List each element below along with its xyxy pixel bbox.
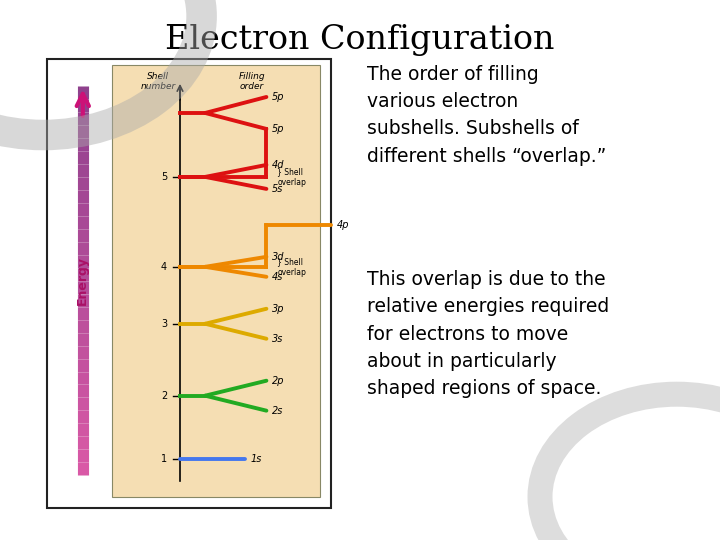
Text: 4: 4 [161, 262, 167, 272]
Text: The order of filling
various electron
subshells. Subshells of
different shells “: The order of filling various electron su… [367, 65, 606, 166]
Text: 4p: 4p [337, 220, 349, 230]
Text: 3d: 3d [272, 252, 284, 262]
Text: 5p: 5p [272, 92, 284, 102]
FancyBboxPatch shape [47, 59, 331, 508]
Text: 3p: 3p [272, 304, 284, 314]
Text: } Shell
overlap: } Shell overlap [277, 256, 306, 277]
Text: 4d: 4d [272, 160, 284, 170]
Text: 1s: 1s [251, 454, 262, 464]
Text: 1: 1 [161, 454, 167, 464]
Text: Electron Configuration: Electron Configuration [166, 24, 554, 56]
Text: 5s: 5s [272, 184, 284, 194]
Text: 2s: 2s [272, 406, 284, 416]
Text: 5: 5 [161, 172, 167, 182]
Text: 4s: 4s [272, 272, 284, 282]
Text: Filling
order: Filling order [239, 72, 265, 91]
Text: 3s: 3s [272, 334, 284, 344]
Text: This overlap is due to the
relative energies required
for electrons to move
abou: This overlap is due to the relative ener… [367, 270, 609, 398]
Text: 3: 3 [161, 319, 167, 329]
Text: 2: 2 [161, 390, 167, 401]
Text: } Shell
overlap: } Shell overlap [277, 167, 306, 187]
Text: 5p: 5p [272, 124, 284, 134]
Text: Energy: Energy [76, 256, 89, 305]
FancyBboxPatch shape [112, 65, 320, 497]
Text: 2p: 2p [272, 376, 284, 386]
Text: Shell
number: Shell number [141, 72, 176, 91]
